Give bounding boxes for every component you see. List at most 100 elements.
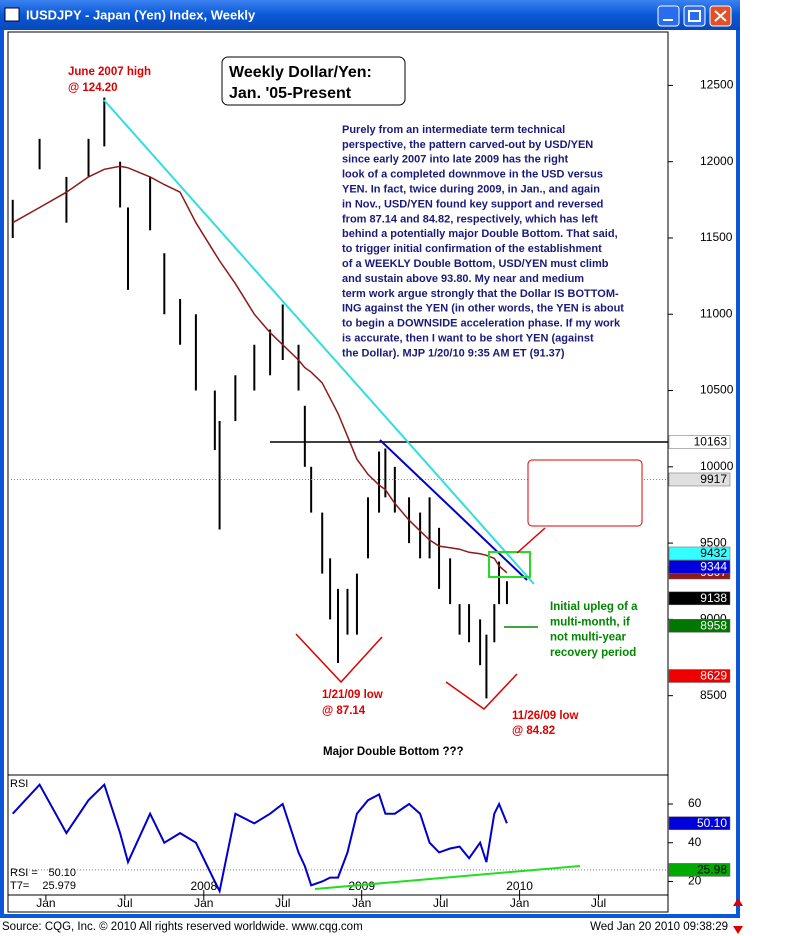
footer-source: Source: CQG, Inc. © 2010 All rights rese… [2, 921, 363, 933]
y-tick-label: 12000 [700, 154, 734, 168]
minimize-button[interactable] [657, 5, 680, 27]
level-label: 50.10 [697, 816, 727, 830]
x-tick-label: Jan [36, 896, 55, 910]
x-tick-label: Jan [194, 896, 213, 910]
readout-name: T7= [10, 880, 29, 892]
commentary-line: term work argue strongly that the Dollar… [342, 288, 619, 300]
footer-bar [0, 918, 808, 936]
scroll-arrows[interactable] [733, 898, 743, 934]
level-label: 25.98 [697, 863, 727, 877]
y-tick-label: 11000 [700, 306, 733, 320]
level-box [668, 546, 731, 561]
rsi-trend-line [314, 865, 581, 890]
readout-name: RSI = [10, 867, 38, 879]
pointer [516, 527, 546, 554]
year-label: 2008 [190, 879, 217, 893]
annotation: multi-month, if [550, 616, 630, 628]
commentary-line: to trigger initial confirmation of the e… [342, 243, 602, 255]
y-tick-label: 10000 [700, 459, 734, 473]
y-tick-label: 20 [688, 874, 702, 888]
level-box [668, 472, 731, 487]
level-box [668, 435, 731, 449]
commentary-line: and sustain above 93.80. My near and med… [342, 273, 584, 285]
y-tick-label: 40 [688, 835, 702, 849]
annotation: recovery period [550, 647, 636, 659]
level-label: 8629 [700, 669, 727, 683]
y-tick-label: 10500 [700, 383, 734, 397]
moving-average [12, 165, 508, 574]
highlight-box [488, 551, 531, 578]
x-tick-label: Jul [275, 896, 290, 910]
commentary-line: from 87.14 and 84.82, respectively, whic… [342, 213, 598, 225]
annotation: Major Double Bottom ??? [323, 746, 464, 758]
annotation: @ 84.82 [512, 725, 555, 737]
commentary-line: Purely from an intermediate term technic… [342, 124, 565, 136]
chart-title: Jan. '05-Present [229, 85, 352, 102]
y-tick-label: 11500 [700, 230, 733, 244]
level-box [668, 560, 731, 574]
x-tick-label: Jan [352, 896, 371, 910]
annotation: @ 124.20 [68, 82, 118, 94]
level-label: 9432 [700, 546, 727, 560]
y-tick-label: 8500 [700, 688, 727, 702]
level-label: 9344 [700, 560, 727, 574]
commentary-line: since early 2007 into late 2009 has the … [342, 154, 569, 166]
panel-label: RSI [10, 778, 28, 790]
commentary-line: ING against the YEN (in other words, the… [342, 303, 624, 315]
maximize-icon [688, 10, 701, 22]
year-label: 2009 [348, 879, 375, 893]
readout-value: 25.979 [42, 880, 76, 892]
x-tick-label: Jul [433, 896, 448, 910]
level-box [668, 816, 731, 830]
commentary-line: behind a potentially major Double Bottom… [342, 228, 618, 240]
trend-line [103, 99, 535, 585]
trend-line [379, 439, 528, 581]
annotation-box [527, 459, 643, 527]
level-label: 8958 [700, 618, 727, 632]
annotation: 1/21/09 low [322, 689, 383, 701]
y-tick-label: 60 [688, 796, 702, 810]
commentary-line: is accurate, then I want to be short YEN… [342, 333, 594, 345]
y-tick-label: 12500 [700, 78, 734, 92]
app-icon [4, 7, 20, 22]
level-box [668, 863, 731, 877]
commentary-line: perspective, the pattern carved-out by U… [342, 139, 593, 151]
level-label: 9917 [700, 472, 727, 486]
commentary-line: look of a completed downmove in the USD … [342, 169, 603, 181]
footer-timestamp: Wed Jan 20 2010 09:38:29 [590, 921, 728, 933]
level-box [668, 669, 731, 683]
year-label: 2010 [506, 879, 533, 893]
maximize-button[interactable] [683, 5, 706, 27]
annotation: not multi-year [550, 632, 627, 644]
rsi-line [11, 782, 508, 895]
background [740, 0, 808, 936]
chart-title: Weekly Dollar/Yen: [229, 64, 372, 81]
commentary-line: of a WEEKLY Double Bottom, USD/YEN must … [342, 258, 609, 270]
level-label: 9138 [700, 591, 727, 605]
commentary-line: in Nov., USD/YEN found key support and r… [342, 198, 603, 210]
commentary-line: YEN. In fact, twice during 2009, in Jan.… [342, 184, 600, 196]
annotation: Initial upleg of a [550, 601, 638, 613]
x-tick-label: Jul [591, 896, 606, 910]
drawings [103, 56, 743, 934]
y-tick-label: 9500 [700, 535, 727, 549]
title-box [221, 56, 406, 106]
annotation: 11/26/09 low [512, 710, 579, 722]
level-label: 10163 [694, 435, 728, 449]
v-marker [445, 673, 518, 710]
annotation: June 2007 high [68, 66, 151, 78]
level-box [668, 619, 731, 633]
readout-value: 50.10 [48, 867, 76, 879]
annotation: @ 87.14 [322, 705, 366, 717]
close-icon [714, 10, 727, 22]
x-tick-label: Jan [510, 896, 529, 910]
level-box [668, 591, 731, 606]
title-bar [0, 0, 740, 30]
commentary-line: to begin a DOWNSIDE acceleration phase. … [342, 318, 621, 330]
x-tick-label: Jul [117, 896, 132, 910]
window-title: IUSDJPY - Japan (Yen) Index, Weekly [26, 7, 256, 22]
commentary-line: the Dollar). MJP 1/20/10 9:35 AM ET (91.… [342, 347, 565, 359]
v-marker [295, 633, 383, 684]
